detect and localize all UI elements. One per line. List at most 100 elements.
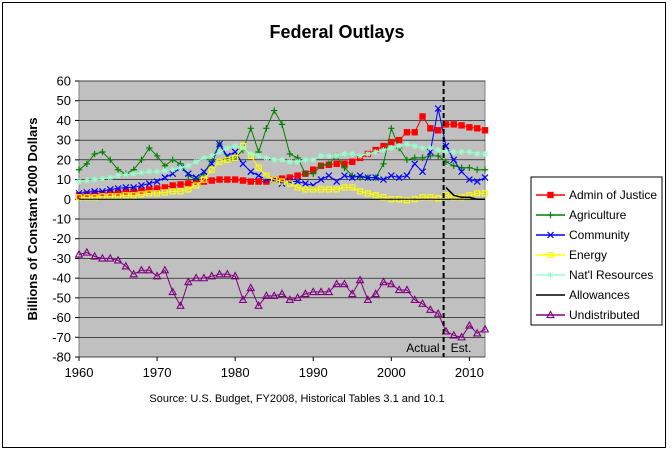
data-point-nat-l-resources (388, 145, 395, 152)
data-point-energy (294, 184, 301, 191)
data-point-energy (325, 186, 332, 193)
data-point-agriculture (99, 148, 106, 156)
data-point-energy (263, 172, 270, 179)
data-point-admin-of-justice (388, 138, 395, 146)
data-point-nat-l-resources (279, 156, 285, 163)
data-point-energy (278, 178, 286, 185)
data-point-undistributed (324, 287, 334, 296)
y-tick-label: -80 (52, 350, 71, 365)
data-point-admin-of-justice (403, 129, 411, 136)
data-point-admin-of-justice (411, 129, 418, 136)
data-point-agriculture (481, 166, 489, 173)
data-point-nat-l-resources (216, 148, 223, 155)
series-nat-l-resources (76, 141, 488, 185)
y-axis-ticks: -80 -70 -60 -50 -40 -30 -20 -10 0 10 20 30 40 50 60 (52, 74, 79, 365)
data-point-undistributed (129, 269, 138, 278)
data-point-nat-l-resources (466, 148, 473, 155)
x-tick-label: 1980 (221, 365, 250, 380)
data-point-community (122, 184, 130, 191)
data-point-energy (185, 186, 192, 193)
data-point-undistributed (90, 251, 99, 260)
y-tick-label: -10 (52, 212, 71, 227)
legend-label: Nat'l Resources (569, 268, 653, 282)
y-tick-label: -40 (52, 271, 71, 286)
data-point-nat-l-resources (200, 154, 207, 161)
chart-frame: Federal Outlays -80 -70 -60 -50 -40 -30 -20 -10… (2, 2, 666, 448)
data-point-energy (161, 189, 168, 196)
data-point-energy (169, 188, 176, 195)
data-point-community (294, 178, 302, 185)
data-point-admin-of-justice (114, 189, 122, 196)
data-point-admin-of-justice (177, 181, 184, 188)
x-tick-label: 1960 (65, 365, 94, 380)
data-point-agriculture (434, 152, 442, 160)
data-point-nat-l-resources (294, 158, 301, 165)
data-point-admin-of-justice (146, 186, 153, 193)
data-point-undistributed (82, 247, 92, 256)
data-point-undistributed (355, 275, 365, 284)
data-point-energy (122, 192, 129, 199)
actual-label: Actual (406, 341, 439, 355)
source-note: Source: U.S. Budget, FY2008, Historical … (149, 393, 444, 405)
data-point-undistributed (418, 299, 427, 307)
data-point-admin-of-justice (349, 158, 356, 166)
data-point-energy (83, 194, 90, 201)
data-point-agriculture (83, 160, 91, 167)
data-point-undistributed (160, 265, 170, 274)
data-point-community (184, 170, 192, 178)
data-point-nat-l-resources (83, 177, 90, 184)
y-tick-label: -20 (52, 231, 71, 246)
data-point-undistributed (191, 273, 201, 282)
data-point-community (333, 178, 341, 185)
data-point-admin-of-justice (185, 180, 192, 187)
series-agriculture (75, 107, 489, 183)
data-point-community (403, 172, 411, 180)
legend-item-energy: Energy (536, 248, 607, 262)
data-point-nat-l-resources (115, 172, 122, 179)
data-point-nat-l-resources (380, 147, 387, 153)
data-point-undistributed (301, 289, 310, 298)
data-point-agriculture (169, 156, 176, 164)
legend-label: Agriculture (569, 208, 627, 222)
y-tick-label: 60 (57, 74, 71, 89)
data-point-undistributed (207, 271, 217, 280)
data-point-community (317, 176, 325, 183)
data-point-nat-l-resources (263, 154, 270, 161)
y-tick-label: 20 (57, 152, 71, 167)
data-point-admin-of-justice (208, 177, 215, 184)
data-point-admin-of-justice (458, 122, 465, 129)
data-point-energy (286, 180, 293, 187)
y-tick-label: 50 (57, 93, 71, 108)
data-point-nat-l-resources (161, 167, 168, 174)
data-point-community (106, 186, 114, 193)
data-point-admin-of-justice (434, 127, 442, 134)
data-point-nat-l-resources (349, 150, 356, 157)
data-point-nat-l-resources (286, 158, 293, 165)
data-point-agriculture (153, 152, 161, 160)
data-point-admin-of-justice (263, 178, 270, 185)
data-point-community (364, 174, 372, 182)
data-point-agriculture (380, 160, 387, 167)
series-layer (74, 105, 490, 341)
data-point-undistributed (254, 300, 263, 309)
data-point-energy (419, 194, 426, 201)
data-point-energy (146, 190, 153, 197)
data-point-admin-of-justice (450, 121, 457, 128)
data-point-undistributed (121, 261, 131, 270)
y-tick-label: -60 (52, 310, 71, 325)
legend-label: Undistributed (569, 308, 640, 322)
data-point-admin-of-justice (427, 125, 434, 132)
data-point-undistributed (472, 328, 482, 337)
data-point-community (434, 105, 442, 113)
data-point-undistributed (277, 289, 287, 298)
data-point-undistributed (371, 289, 381, 298)
data-point-undistributed (113, 255, 123, 264)
data-point-community (91, 187, 99, 195)
data-point-nat-l-resources (325, 152, 332, 159)
data-point-admin-of-justice (255, 178, 262, 185)
data-point-admin-of-justice (239, 177, 247, 184)
data-point-energy (177, 188, 184, 195)
data-point-undistributed (402, 285, 412, 294)
data-point-nat-l-resources (107, 174, 114, 181)
data-point-energy (193, 182, 200, 189)
